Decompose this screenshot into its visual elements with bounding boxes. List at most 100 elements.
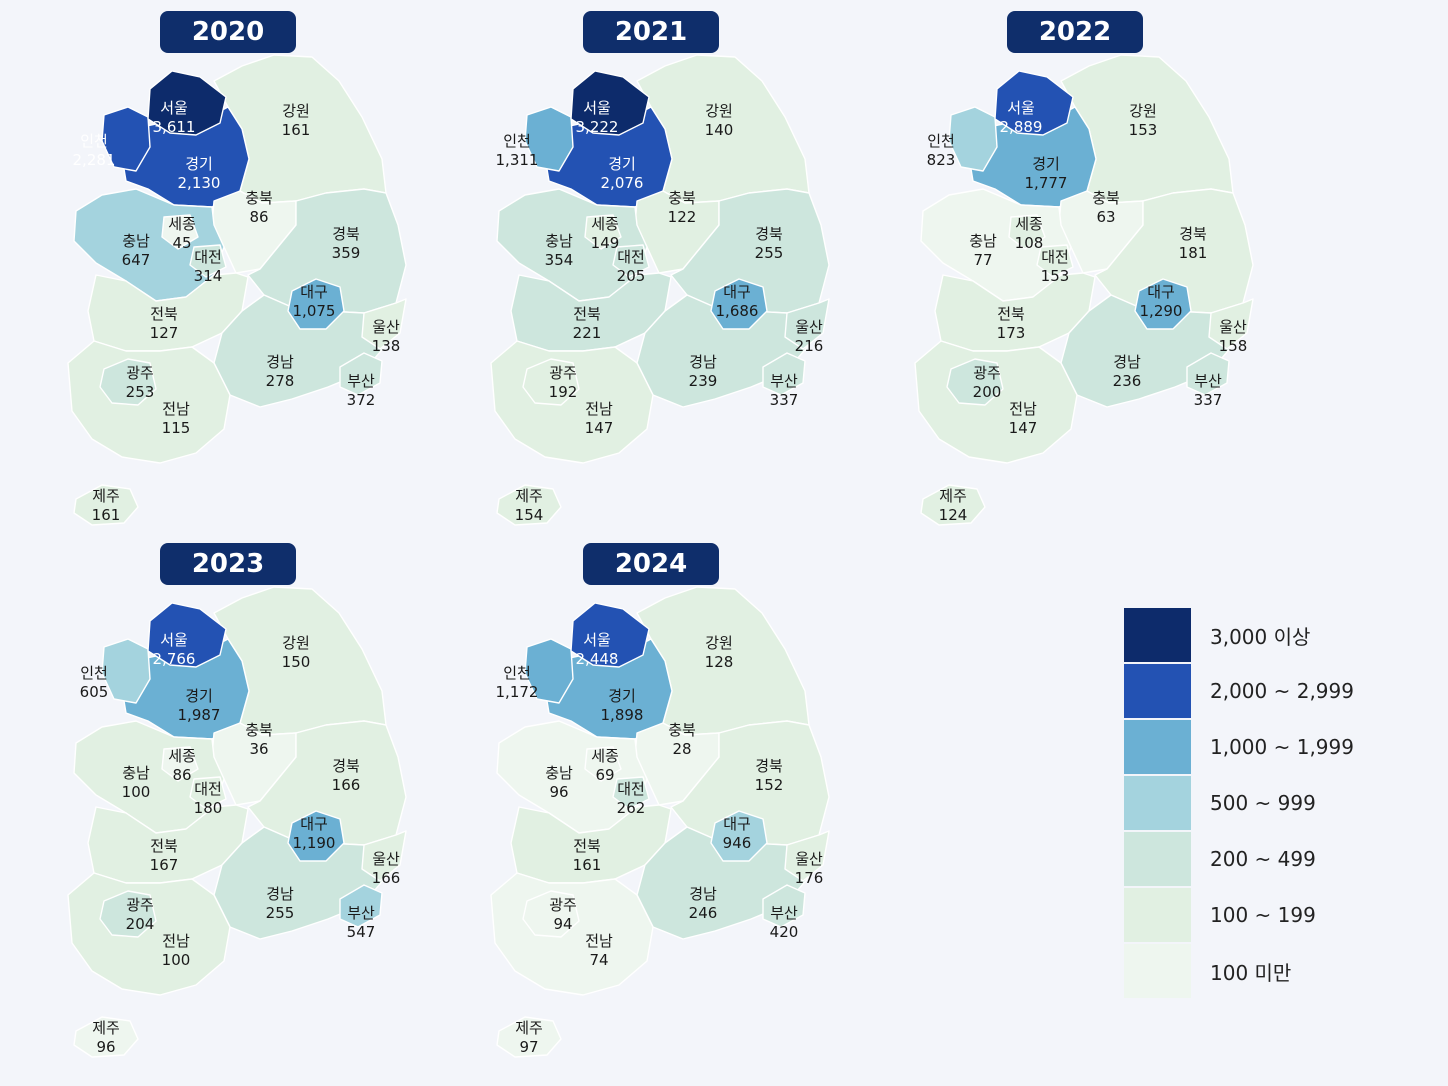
region-shape-ebb680ec82b0: [762, 884, 806, 928]
region-name: 부산: [347, 904, 375, 922]
region-name: 대구: [723, 815, 751, 833]
region-value: 181: [1178, 244, 1208, 262]
legend-swatch: [1124, 944, 1191, 998]
region-value: 1,075: [292, 302, 336, 320]
region-shape-eca09ceca3bc: [73, 1016, 139, 1058]
region-label: 경기 1,987: [154, 687, 244, 725]
region-label: 경기 1,898: [577, 687, 667, 725]
region-label: 전북 167: [119, 837, 209, 875]
region-name: 서울: [583, 99, 611, 117]
region-value: 77: [973, 251, 993, 269]
region-shape-eb8c80eab5ac: [1134, 278, 1192, 330]
region-value: 1,290: [1139, 302, 1183, 320]
region-name: 충남: [545, 764, 573, 782]
region-name: 충남: [122, 232, 150, 250]
region-label: 강원 161: [251, 102, 341, 140]
region-name: 충북: [1092, 189, 1120, 207]
region-name: 충남: [545, 232, 573, 250]
region-value: 100: [121, 783, 151, 801]
region-name: 울산: [795, 318, 823, 336]
region-value: 161: [281, 121, 311, 139]
region-name: 강원: [1129, 102, 1157, 120]
region-label: 울산 176: [764, 850, 854, 888]
region-label: 울산 158: [1188, 318, 1278, 356]
region-label: 경남 239: [658, 353, 748, 391]
region-value: 128: [704, 653, 734, 671]
map-panel: 2021 서울 3,222 강원 140 인천 1,311 경기 2,076 충북 122 세종 149…: [487, 11, 867, 541]
region-value: 96: [96, 1038, 116, 1056]
region-label: 강원 128: [674, 634, 764, 672]
region-name: 충북: [668, 721, 696, 739]
region-shape-ec849cec9ab8: [570, 70, 650, 136]
region-shape-ec9db8ecb29c: [101, 106, 151, 172]
region-shape-ec849cec9ab8: [994, 70, 1074, 136]
region-name: 광주: [973, 364, 1001, 382]
legend-swatch: [1124, 776, 1191, 830]
year-badge: 2021: [583, 11, 719, 53]
region-name: 경기: [608, 155, 636, 173]
region-name: 대구: [1147, 283, 1175, 301]
region-label: 부산 337: [1163, 372, 1253, 410]
region-shape-eb8c80eab5ac: [287, 810, 345, 862]
region-name: 대전: [617, 780, 645, 798]
region-value: 36: [249, 740, 269, 758]
region-value: 147: [1008, 419, 1038, 437]
region-value: 28: [672, 740, 692, 758]
region-value: 166: [371, 869, 401, 887]
legend-swatch: [1124, 664, 1191, 718]
region-label: 전북 127: [119, 305, 209, 343]
region-label: 경기 1,777: [1001, 155, 1091, 193]
region-name: 부산: [1194, 372, 1222, 390]
year-badge: 2022: [1007, 11, 1143, 53]
region-name: 전남: [1009, 400, 1037, 418]
region-shape-eb8c80eca084: [189, 776, 227, 810]
region-label: 전남 147: [554, 400, 644, 438]
region-name: 인천: [503, 664, 531, 682]
region-name: 경기: [608, 687, 636, 705]
legend-swatch: [1124, 608, 1191, 662]
region-label: 충남 100: [91, 764, 181, 802]
region-shape-eca09ceca3bc: [73, 484, 139, 526]
region-label: 경남 236: [1082, 353, 1172, 391]
region-value: 3,222: [575, 118, 619, 136]
region-shape-ec84b8eca285: [1008, 214, 1046, 250]
region-label: 제주 96: [61, 1019, 151, 1057]
region-name: 대전: [194, 248, 222, 266]
region-value: 647: [121, 251, 151, 269]
legend-label: 3,000 이상: [1210, 624, 1311, 649]
region-shape-ec9ab8ec82b0: [784, 298, 830, 350]
region-shape-eca09ceca3bc: [496, 484, 562, 526]
region-shape-ec9ab8ec82b0: [784, 830, 830, 882]
region-value: 150: [281, 653, 311, 671]
region-value: 255: [265, 904, 295, 922]
region-value: 420: [769, 923, 799, 941]
region-label: 제주 124: [908, 487, 998, 525]
region-label: 인천 1,311: [472, 132, 562, 170]
region-value: 359: [331, 244, 361, 262]
region-value: 278: [265, 372, 295, 390]
region-shape-ebb680ec82b0: [339, 884, 383, 928]
region-value: 74: [589, 951, 609, 969]
map-panel: 2024 서울 2,448 강원 128 인천 1,172 경기 1,898 충북 28 세종 69 충남…: [487, 543, 867, 1073]
region-value: 180: [193, 799, 223, 817]
region-label: 서울 2,448: [552, 631, 642, 669]
region-shape-eab491eca3bc: [522, 890, 580, 938]
region-name: 경남: [689, 885, 717, 903]
region-label: 경남 255: [235, 885, 325, 923]
region-value: 173: [996, 324, 1026, 342]
region-label: 강원 150: [251, 634, 341, 672]
legend-item: 500 ~ 999: [1124, 775, 1404, 831]
region-label: 전북 161: [542, 837, 632, 875]
region-label: 경북 166: [301, 757, 391, 795]
map-panel: 2022 서울 2,889 강원 153 인천 823 경기 1,777 충북 63 세종 108 충남 7…: [911, 11, 1291, 541]
region-name: 제주: [92, 487, 120, 505]
region-label: 대구 1,190: [269, 815, 359, 853]
region-value: 3,611: [152, 118, 196, 136]
legend-swatch: [1124, 832, 1191, 886]
region-shape-ec849cec9ab8: [147, 70, 227, 136]
region-name: 전북: [150, 837, 178, 855]
region-label: 충북 36: [214, 721, 304, 759]
region-value: 176: [794, 869, 824, 887]
region-label: 충북 86: [214, 189, 304, 227]
